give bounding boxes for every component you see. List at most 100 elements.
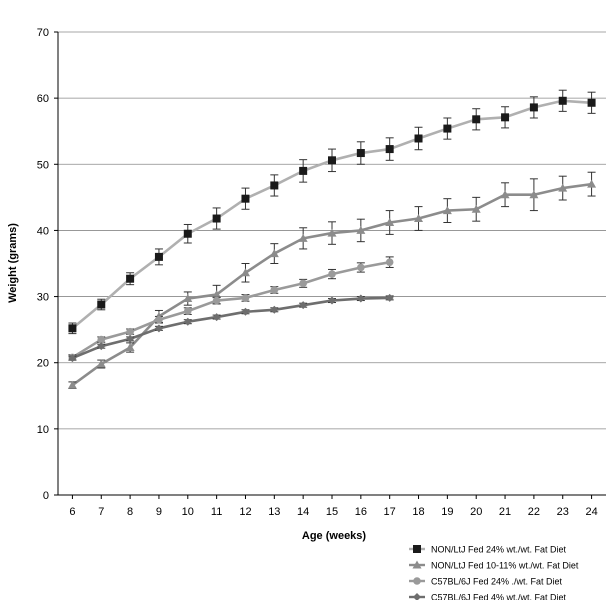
data-point — [97, 335, 106, 344]
data-point — [97, 300, 106, 309]
legend-label: NON/LtJ Fed 24% wt./wt. Fat Diet — [431, 545, 567, 555]
data-point — [299, 301, 308, 310]
data-point — [126, 274, 135, 283]
data-point — [356, 294, 365, 303]
legend-item: C57BL/6J Fed 24% ./wt. Fat Diet — [409, 577, 563, 587]
legend-swatch-marker — [413, 577, 421, 585]
data-point — [183, 229, 192, 238]
data-point — [357, 263, 365, 272]
x-tick-label: 6 — [69, 506, 75, 518]
data-point — [529, 190, 539, 199]
y-tick-label: 50 — [37, 159, 49, 171]
data-point — [558, 96, 567, 105]
series-4 — [68, 293, 394, 363]
x-tick-label: 16 — [355, 506, 367, 518]
axes: 0 10 20 30 40 50 60 70 6 7 8 9 10 11 12 13 14 15 16 17 18 19 2… — [37, 27, 606, 518]
legend: NON/LtJ Fed 24% wt./wt. Fat Diet NON/LtJ … — [409, 545, 579, 600]
data-point — [587, 179, 597, 188]
data-point — [270, 181, 279, 190]
data-point — [501, 113, 510, 122]
legend-label: C57BL/6J Fed 24% ./wt. Fat Diet — [431, 577, 563, 587]
data-point — [327, 228, 337, 237]
data-point — [154, 324, 163, 333]
data-point — [299, 279, 307, 288]
x-tick-label: 9 — [156, 506, 162, 518]
data-point — [385, 293, 394, 302]
data-point — [183, 294, 193, 303]
data-point — [97, 342, 106, 351]
data-point — [385, 258, 394, 266]
data-point — [67, 380, 77, 389]
legend-swatch-marker — [413, 545, 421, 553]
data-point — [356, 225, 366, 234]
data-point — [240, 268, 250, 277]
x-tick-label: 13 — [268, 506, 280, 518]
x-tick-label: 23 — [557, 506, 569, 518]
data-point — [270, 305, 279, 314]
data-point — [442, 206, 452, 215]
y-tick-label: 40 — [37, 225, 49, 237]
x-tick-label: 24 — [585, 506, 597, 518]
x-axis-title: Age (weeks) — [302, 530, 367, 542]
data-point — [472, 115, 481, 124]
data-point — [96, 359, 106, 368]
y-axis-title: Weight (grams) — [7, 223, 19, 303]
series-group — [67, 89, 597, 390]
x-tick-label: 22 — [528, 506, 540, 518]
y-tick-label: 30 — [37, 292, 49, 304]
data-point — [299, 166, 308, 175]
data-point — [212, 290, 222, 299]
legend-label: C57BL/6J Fed 4% wt./wt. Fat Diet — [431, 593, 567, 600]
x-tick-label: 8 — [127, 506, 133, 518]
series-line — [71, 182, 592, 387]
legend-item: C57BL/6J Fed 4% wt./wt. Fat Diet — [409, 593, 567, 600]
legend-swatch-marker — [413, 593, 421, 600]
data-point — [414, 134, 423, 143]
series-3 — [68, 256, 394, 362]
series-line — [71, 260, 390, 359]
data-point — [471, 204, 481, 213]
data-point — [241, 294, 250, 302]
data-point — [414, 214, 424, 223]
x-tick-label: 20 — [470, 506, 482, 518]
data-point — [328, 156, 336, 165]
legend-swatch-marker — [412, 560, 422, 569]
data-point — [154, 252, 163, 261]
data-point — [443, 124, 452, 133]
data-point — [269, 249, 279, 258]
x-tick-label: 7 — [98, 506, 104, 518]
series-line — [71, 99, 592, 330]
data-point — [270, 286, 279, 294]
data-point — [241, 307, 250, 316]
data-point — [328, 270, 336, 278]
x-tick-label: 18 — [412, 506, 424, 518]
series-line — [71, 296, 390, 360]
x-tick-label: 10 — [182, 506, 194, 518]
data-point — [328, 296, 336, 305]
data-point — [385, 145, 394, 154]
data-point — [558, 183, 568, 192]
x-tick-label: 19 — [441, 506, 453, 518]
series-2 — [67, 171, 597, 390]
legend-item: NON/LtJ Fed 10-11% wt./wt. Fat Diet — [409, 560, 579, 571]
x-tick-label: 14 — [297, 506, 309, 518]
y-tick-label: 10 — [37, 424, 49, 436]
x-tick-label: 15 — [326, 506, 338, 518]
data-point — [183, 307, 192, 315]
x-tick-label: 21 — [499, 506, 511, 518]
y-tick-label: 60 — [37, 93, 49, 105]
data-point — [68, 324, 77, 333]
x-tick-label: 17 — [384, 506, 396, 518]
legend-item: NON/LtJ Fed 24% wt./wt. Fat Diet — [409, 545, 567, 555]
data-point — [356, 149, 365, 158]
y-tick-label: 0 — [43, 490, 49, 502]
y-tick-label: 20 — [37, 358, 49, 370]
series-1 — [68, 89, 596, 335]
data-point — [529, 103, 538, 112]
x-tick-label: 11 — [211, 506, 222, 518]
data-point — [183, 317, 192, 326]
data-point — [212, 313, 221, 322]
legend-label: NON/LtJ Fed 10-11% wt./wt. Fat Diet — [431, 561, 579, 571]
data-point — [212, 214, 221, 223]
